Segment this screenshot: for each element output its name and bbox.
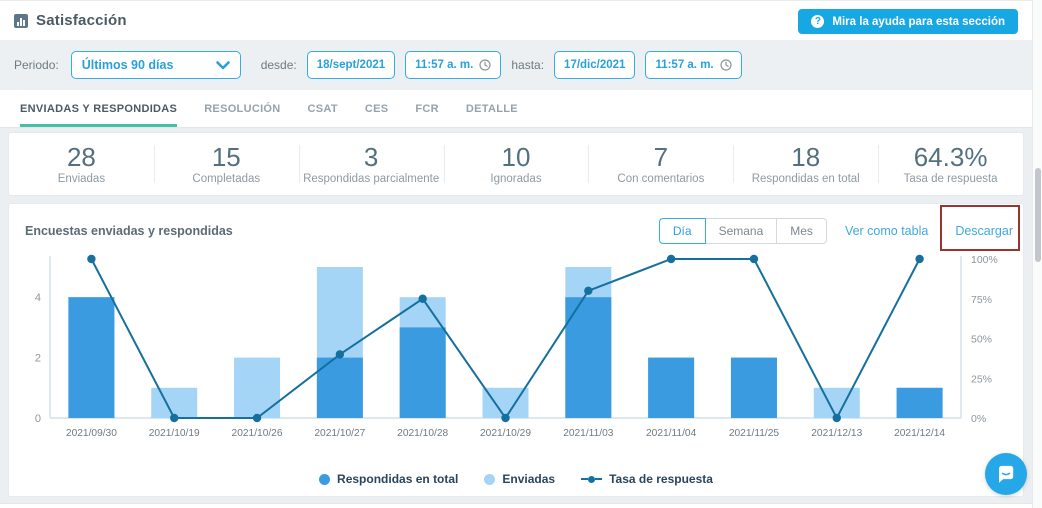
chart-legend: Respondidas en total Enviadas Tasa de re… [9, 472, 1023, 486]
svg-text:2021/09/30: 2021/09/30 [66, 428, 117, 439]
svg-text:2: 2 [35, 353, 41, 365]
question-mark-icon: ? [811, 15, 825, 28]
legend-marker-tasa [581, 475, 603, 483]
svg-text:2021/10/26: 2021/10/26 [232, 428, 283, 439]
svg-text:2021/11/03: 2021/11/03 [563, 428, 614, 439]
from-time-field[interactable]: 11:57 a. m. [405, 51, 502, 79]
divider [940, 220, 942, 241]
legend-marker-enviadas [484, 473, 496, 485]
tab-ces[interactable]: CES [364, 102, 389, 115]
to-date-value: 17/dic/2021 [564, 59, 626, 71]
scrollbar-thumb[interactable] [1035, 168, 1041, 262]
to-time-value: 11:57 a. m. [655, 59, 714, 71]
legend-label: Tasa de respuesta [609, 472, 713, 486]
stat-value: 10 [501, 141, 531, 172]
chat-widget-button[interactable] [985, 453, 1027, 495]
svg-text:2021/11/04: 2021/11/04 [646, 428, 697, 439]
period-select[interactable]: Últimos 90 días [70, 51, 241, 79]
stat-value: 28 [66, 141, 96, 172]
granularity-month-button[interactable]: Mes [777, 217, 827, 244]
stat-enviadas: 28 Enviadas [9, 133, 154, 195]
tab-csat[interactable]: CSAT [307, 102, 338, 115]
clock-icon [720, 59, 732, 71]
chart-title: Encuestas enviadas y respondidas [25, 223, 233, 238]
stat-label: Con comentarios [617, 173, 705, 186]
to-time-field[interactable]: 11:57 a. m. [645, 51, 742, 79]
stat-respondidas-parcialmente: 3 Respondidas parcialmente [298, 133, 444, 195]
page-title: Satisfacción [36, 12, 127, 29]
legend-marker-respondidas [319, 473, 331, 485]
stats-summary-card: 28 Enviadas 15 Completadas 3 Respondidas… [8, 132, 1024, 196]
svg-text:50%: 50% [971, 334, 992, 346]
stat-value: 15 [211, 141, 241, 172]
bar-chart-icon [14, 13, 28, 28]
svg-text:2021/12/13: 2021/12/13 [811, 428, 862, 439]
chat-bubble-icon [999, 465, 1014, 483]
to-label: hasta: [511, 58, 545, 72]
from-date-field[interactable]: 18/sept/2021 [306, 51, 396, 79]
view-as-table-link[interactable]: Ver como tabla [844, 223, 929, 238]
from-date-value: 18/sept/2021 [316, 59, 386, 71]
stat-value: 7 [653, 141, 669, 172]
svg-text:0%: 0% [971, 413, 986, 425]
granularity-day-button[interactable]: Día [658, 217, 706, 244]
svg-text:100%: 100% [971, 254, 998, 266]
legend-label: Enviadas [502, 472, 556, 486]
svg-text:75%: 75% [971, 294, 992, 306]
stat-value: 64.3% [913, 141, 988, 172]
chart-header: Encuestas enviadas y respondidas Día Sem… [9, 204, 1023, 251]
svg-text:25%: 25% [971, 373, 992, 385]
next-section-edge [0, 503, 1032, 508]
tab-fcr[interactable]: FCR [415, 102, 439, 115]
download-link[interactable]: Descargar [955, 223, 1013, 238]
tab-detalle[interactable]: DETALLE [465, 102, 518, 115]
period-filter-bar: Periodo: Últimos 90 días desde: 18/sept/… [0, 40, 1032, 90]
help-button[interactable]: ? Mira la ayuda para esta sección [798, 9, 1018, 34]
svg-text:2021/10/27: 2021/10/27 [314, 428, 365, 439]
svg-text:2021/12/14: 2021/12/14 [894, 428, 945, 439]
stat-label: Completadas [192, 173, 261, 186]
period-select-value: Últimos 90 días [81, 58, 174, 72]
to-date-field[interactable]: 17/dic/2021 [554, 51, 636, 79]
stat-label: Respondidas parcialmente [303, 173, 440, 186]
stat-label: Enviadas [57, 173, 106, 186]
top-bar: Satisfacción ? Mira la ayuda para esta s… [0, 0, 1032, 40]
svg-text:2021/10/19: 2021/10/19 [149, 428, 200, 439]
period-label: Periodo: [14, 58, 59, 72]
stat-value: 18 [791, 141, 821, 172]
legend-respondidas-en-total: Respondidas en total [319, 472, 458, 486]
tab-enviadas-y-respondidas[interactable]: ENVIADAS Y RESPONDIDAS [20, 90, 178, 127]
help-button-label: Mira la ayuda para esta sección [832, 15, 1005, 28]
stat-label: Respondidas en total [751, 173, 860, 186]
svg-text:0: 0 [35, 413, 41, 425]
svg-text:2021/11/25: 2021/11/25 [729, 428, 780, 439]
svg-text:4: 4 [35, 292, 41, 304]
chart-controls: Día Semana Mes Ver como tabla Descargar [658, 204, 1021, 251]
stat-completadas: 15 Completadas [153, 133, 299, 195]
stat-respondidas-en-total: 18 Respondidas en total [733, 133, 878, 195]
clock-icon [479, 59, 491, 71]
sent-responded-chart: 0 2 4 0% 25% 50% 75% 100% 2021/09/30 2021/10/19 20… [35, 254, 998, 439]
stat-ignoradas: 10 Ignoradas [443, 133, 589, 195]
legend-label: Respondidas en total [337, 472, 459, 486]
legend-enviadas: Enviadas [484, 472, 555, 486]
chevron-down-icon [215, 60, 230, 69]
svg-text:2021/10/28: 2021/10/28 [397, 428, 448, 439]
legend-tasa-de-respuesta: Tasa de respuesta [581, 472, 713, 486]
stat-value: 3 [363, 141, 379, 172]
stat-label: Tasa de respuesta [903, 173, 998, 186]
granularity-week-button[interactable]: Semana [705, 217, 778, 244]
page-scrollbar[interactable] [1032, 0, 1042, 508]
from-time-value: 11:57 a. m. [415, 59, 474, 71]
stat-label: Ignoradas [490, 173, 542, 186]
svg-text:2021/10/29: 2021/10/29 [480, 428, 531, 439]
chart-card: Encuestas enviadas y respondidas Día Sem… [8, 203, 1024, 497]
section-tabs: ENVIADAS Y RESPONDIDAS RESOLUCIÓN CSAT C… [0, 90, 1032, 128]
tab-resolucion[interactable]: RESOLUCIÓN [204, 102, 281, 115]
from-label: desde: [260, 58, 297, 72]
stat-con-comentarios: 7 Con comentarios [588, 133, 733, 195]
stat-tasa-de-respuesta: 64.3% Tasa de respuesta [878, 133, 1023, 195]
